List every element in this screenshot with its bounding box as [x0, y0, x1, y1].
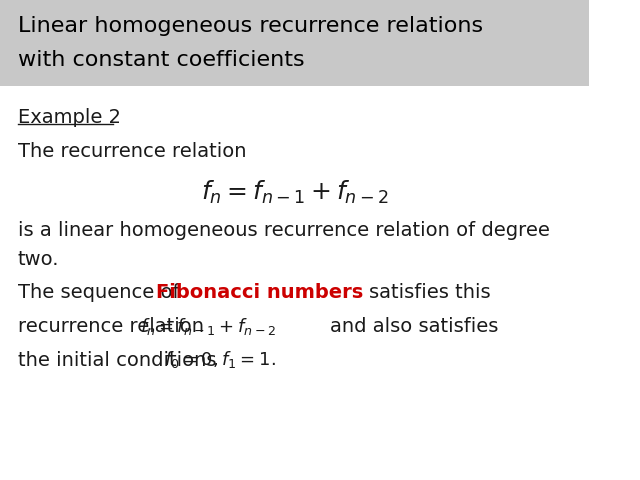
FancyBboxPatch shape — [0, 0, 589, 86]
Text: The recurrence relation: The recurrence relation — [18, 142, 246, 161]
Text: and also satisfies: and also satisfies — [330, 317, 499, 336]
Text: with constant coefficients: with constant coefficients — [18, 50, 304, 70]
Text: is a linear homogeneous recurrence relation of degree: is a linear homogeneous recurrence relat… — [18, 221, 550, 240]
Text: recurrence relation: recurrence relation — [18, 317, 204, 336]
Text: Example 2: Example 2 — [18, 108, 121, 127]
Text: satisfies this: satisfies this — [369, 283, 491, 302]
Text: $f_n = f_{n-1} + f_{n-2}$: $f_n = f_{n-1} + f_{n-2}$ — [140, 316, 276, 337]
Text: Linear homogeneous recurrence relations: Linear homogeneous recurrence relations — [18, 16, 483, 36]
Text: $f_0 = 0, f_1 = 1.$: $f_0 = 0, f_1 = 1.$ — [164, 349, 276, 371]
Text: Fibonacci numbers: Fibonacci numbers — [156, 283, 364, 302]
Text: two.: two. — [18, 250, 59, 269]
Text: $f_n = f_{n-1} + f_{n-2}$: $f_n = f_{n-1} + f_{n-2}$ — [201, 179, 388, 205]
Text: the initial conditions: the initial conditions — [18, 350, 216, 370]
Text: The sequence of: The sequence of — [18, 283, 186, 302]
